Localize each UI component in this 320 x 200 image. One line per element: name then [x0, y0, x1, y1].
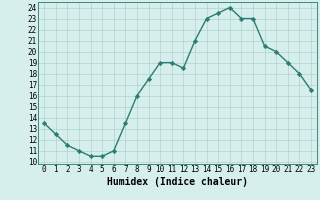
X-axis label: Humidex (Indice chaleur): Humidex (Indice chaleur) — [107, 177, 248, 187]
